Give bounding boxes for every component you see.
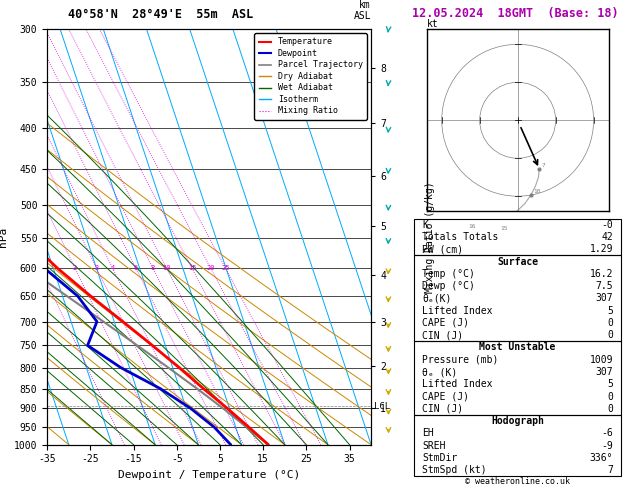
Text: -6: -6 [601,428,613,438]
Text: 16.2: 16.2 [589,269,613,279]
Text: 1009: 1009 [589,355,613,365]
Text: 0: 0 [607,330,613,340]
Text: 16: 16 [469,224,476,229]
Text: 20: 20 [206,265,215,271]
Text: PW (cm): PW (cm) [422,244,464,254]
Text: Totals Totals: Totals Totals [422,232,499,242]
Text: 7.5: 7.5 [596,281,613,291]
Text: Lifted Index: Lifted Index [422,306,493,316]
Text: CAPE (J): CAPE (J) [422,318,469,328]
Text: 25: 25 [221,265,230,271]
Text: -0: -0 [601,220,613,230]
Text: Pressure (mb): Pressure (mb) [422,355,499,365]
Text: 42: 42 [601,232,613,242]
Text: 307: 307 [596,294,613,303]
Text: 7: 7 [542,163,545,168]
Text: 307: 307 [596,367,613,377]
Text: km
ASL: km ASL [353,0,371,21]
Text: 5: 5 [607,306,613,316]
Text: 0: 0 [607,392,613,401]
Text: 15: 15 [188,265,196,271]
Text: 5: 5 [607,379,613,389]
Text: 1.29: 1.29 [589,244,613,254]
Legend: Temperature, Dewpoint, Parcel Trajectory, Dry Adiabat, Wet Adiabat, Isotherm, Mi: Temperature, Dewpoint, Parcel Trajectory… [255,34,367,120]
Text: Lifted Index: Lifted Index [422,379,493,389]
Text: 0: 0 [607,318,613,328]
X-axis label: Dewpoint / Temperature (°C): Dewpoint / Temperature (°C) [118,470,300,480]
Text: θₑ(K): θₑ(K) [422,294,452,303]
Text: CIN (J): CIN (J) [422,404,464,414]
Text: 0: 0 [607,404,613,414]
Text: θₑ (K): θₑ (K) [422,367,457,377]
Text: StmDir: StmDir [422,453,457,463]
Text: © weatheronline.co.uk: © weatheronline.co.uk [465,477,569,486]
Text: 336°: 336° [589,453,613,463]
Text: K: K [422,220,428,230]
Text: kt: kt [426,19,438,29]
Y-axis label: Mixing Ratio (g/kg): Mixing Ratio (g/kg) [425,181,435,293]
Text: 6: 6 [134,265,138,271]
Text: 4: 4 [111,265,114,271]
Text: 8: 8 [151,265,155,271]
Text: EH: EH [422,428,434,438]
Text: CIN (J): CIN (J) [422,330,464,340]
Text: 10: 10 [162,265,171,271]
Text: CAPE (J): CAPE (J) [422,392,469,401]
Text: Most Unstable: Most Unstable [479,343,556,352]
Text: LCL: LCL [374,402,391,411]
Text: Hodograph: Hodograph [491,416,544,426]
Text: 3: 3 [94,265,99,271]
Text: Surface: Surface [497,257,538,267]
Text: 12.05.2024  18GMT  (Base: 18): 12.05.2024 18GMT (Base: 18) [412,7,618,20]
Text: 1: 1 [38,265,42,271]
Y-axis label: hPa: hPa [0,227,8,247]
Text: StmSpd (kt): StmSpd (kt) [422,465,487,475]
Text: -9: -9 [601,441,613,451]
Text: Dewp (°C): Dewp (°C) [422,281,475,291]
Text: 2: 2 [73,265,77,271]
Text: 7: 7 [607,465,613,475]
Text: 40°58'N  28°49'E  55m  ASL: 40°58'N 28°49'E 55m ASL [68,8,253,21]
Text: SREH: SREH [422,441,446,451]
Text: 15: 15 [500,226,508,231]
Text: Temp (°C): Temp (°C) [422,269,475,279]
Text: 10: 10 [533,189,541,194]
